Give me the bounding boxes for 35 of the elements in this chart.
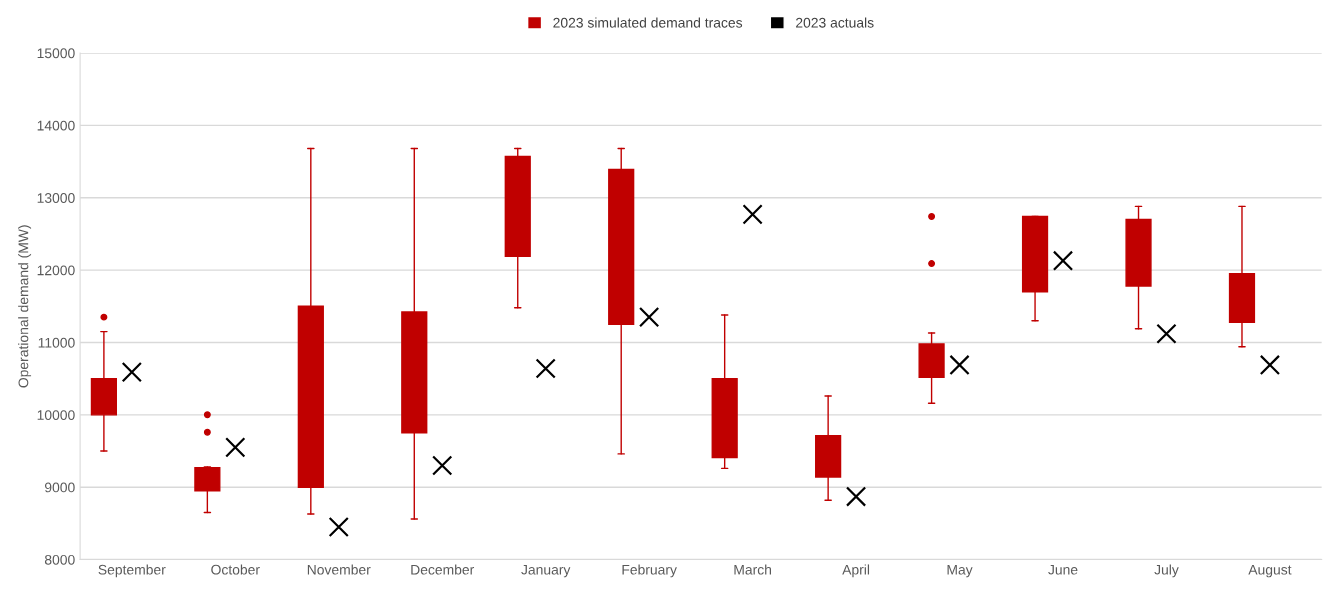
- legend-label: 2023 simulated demand traces: [553, 17, 743, 28]
- point: [638, 306, 660, 328]
- y-tick-label: 11000: [38, 337, 75, 348]
- point: [1259, 354, 1281, 376]
- y-tick-label: 10000: [37, 410, 75, 420]
- x-tick-label: February: [622, 564, 677, 578]
- point: [121, 361, 142, 383]
- point: [432, 455, 453, 476]
- point: [328, 516, 349, 538]
- x-tick-label: April: [842, 564, 870, 578]
- legend-label: 2023 actuals: [796, 17, 874, 28]
- y-tick-label: 12000: [37, 265, 75, 276]
- point: [1052, 250, 1074, 271]
- point: [845, 486, 867, 507]
- y-tick-label: 9000: [45, 482, 75, 493]
- x-tick-label: July: [1154, 564, 1179, 578]
- x-tick-label: November: [307, 564, 371, 575]
- x-tick-label: May: [947, 564, 973, 578]
- y-tick-label: 14000: [37, 120, 75, 131]
- point: [742, 204, 763, 225]
- x-tick-label: March: [734, 564, 771, 575]
- x-tick-label: August: [1248, 564, 1292, 578]
- y-tick-label: 8000: [44, 554, 75, 565]
- point: [949, 354, 970, 376]
- y-tick-label: 13000: [37, 193, 75, 203]
- point: [1156, 323, 1177, 344]
- y-tick-label: 15000: [37, 48, 75, 59]
- point: [535, 358, 556, 379]
- x-tick-label: September: [98, 564, 166, 578]
- y-axis-title: Operational demand (MW): [18, 225, 32, 388]
- x-tick-label: June: [1048, 564, 1078, 575]
- point: [225, 437, 246, 458]
- x-tick-label: October: [211, 564, 260, 575]
- x-tick-label: January: [521, 564, 571, 578]
- x-tick-label: December: [411, 564, 475, 575]
